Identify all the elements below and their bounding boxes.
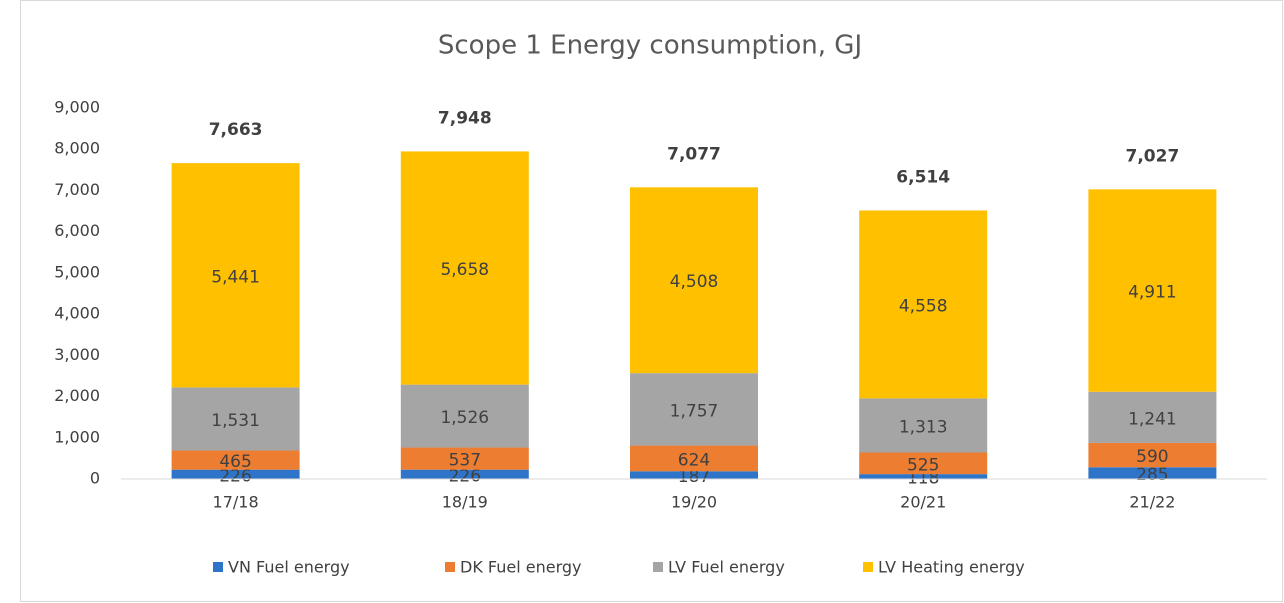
bar-segment <box>630 445 758 472</box>
legend-swatch <box>445 562 455 572</box>
bar-segment <box>1088 391 1217 443</box>
y-tick-label: 6,000 <box>54 221 100 240</box>
legend-swatch <box>213 562 223 572</box>
chart-title: Scope 1 Energy consumption, GJ <box>438 31 862 61</box>
total-label: 7,948 <box>438 108 492 128</box>
bar-segment <box>400 151 529 385</box>
bar-segment <box>859 398 988 453</box>
bar-segment <box>630 187 758 374</box>
bar-segment <box>171 469 300 479</box>
y-tick-label: 8,000 <box>54 139 100 158</box>
data-label: 1,526 <box>440 408 489 428</box>
legend-label: LV Fuel energy <box>668 558 785 577</box>
data-label: 590 <box>1136 447 1168 467</box>
data-label: 226 <box>449 466 481 486</box>
bar-segment <box>171 163 300 388</box>
bar-segment <box>1088 189 1217 392</box>
data-label: 537 <box>449 451 481 471</box>
bar-segment <box>1088 467 1217 479</box>
x-tick-label: 17/18 <box>213 493 259 512</box>
bar-segment <box>630 471 758 479</box>
data-label: 4,911 <box>1128 283 1177 303</box>
data-label: 5,658 <box>440 260 489 280</box>
data-label: 4,558 <box>899 296 948 316</box>
y-tick-label: 3,000 <box>54 345 100 364</box>
total-label: 7,027 <box>1126 146 1180 166</box>
y-tick-label: 5,000 <box>54 262 100 281</box>
bar-segment <box>1088 442 1217 468</box>
legend-label: LV Heating energy <box>878 558 1025 577</box>
bar-segment <box>859 452 988 475</box>
legend-swatch <box>863 562 873 572</box>
x-tick-label: 21/22 <box>1129 493 1175 512</box>
y-tick-label: 1,000 <box>54 427 100 446</box>
legend-label: DK Fuel energy <box>460 558 582 577</box>
data-label: 624 <box>678 450 710 470</box>
total-label: 6,514 <box>896 167 950 187</box>
y-tick-label: 0 <box>90 469 100 488</box>
data-label: 1,531 <box>211 411 260 431</box>
y-tick-label: 4,000 <box>54 304 100 323</box>
bar-segment <box>859 474 988 479</box>
x-tick-label: 19/20 <box>671 493 717 512</box>
bar-segment <box>400 447 529 470</box>
data-label: 226 <box>219 466 251 486</box>
x-tick-label: 18/19 <box>442 493 488 512</box>
y-tick-label: 2,000 <box>54 386 100 405</box>
x-tick-label: 20/21 <box>900 493 946 512</box>
legend-label: VN Fuel energy <box>228 558 350 577</box>
bar-segment <box>400 384 529 448</box>
bar-segment <box>400 469 529 479</box>
data-label: 1,241 <box>1128 409 1177 429</box>
data-label: 525 <box>907 455 939 475</box>
legend-swatch <box>653 562 663 572</box>
data-label: 285 <box>1136 465 1168 485</box>
y-tick-label: 9,000 <box>54 98 100 117</box>
data-label: 1,757 <box>670 401 719 421</box>
data-label: 1,313 <box>899 417 948 437</box>
bar-segment <box>171 450 300 470</box>
bar-segment <box>630 373 758 446</box>
y-tick-label: 7,000 <box>54 180 100 199</box>
data-label: 465 <box>219 452 251 472</box>
data-label: 187 <box>678 467 710 487</box>
total-label: 7,663 <box>209 120 263 140</box>
data-label: 4,508 <box>670 272 719 292</box>
data-label: 5,441 <box>211 267 260 287</box>
bar-segment <box>171 387 300 451</box>
total-label: 7,077 <box>667 144 721 164</box>
bar-segment <box>859 210 988 399</box>
